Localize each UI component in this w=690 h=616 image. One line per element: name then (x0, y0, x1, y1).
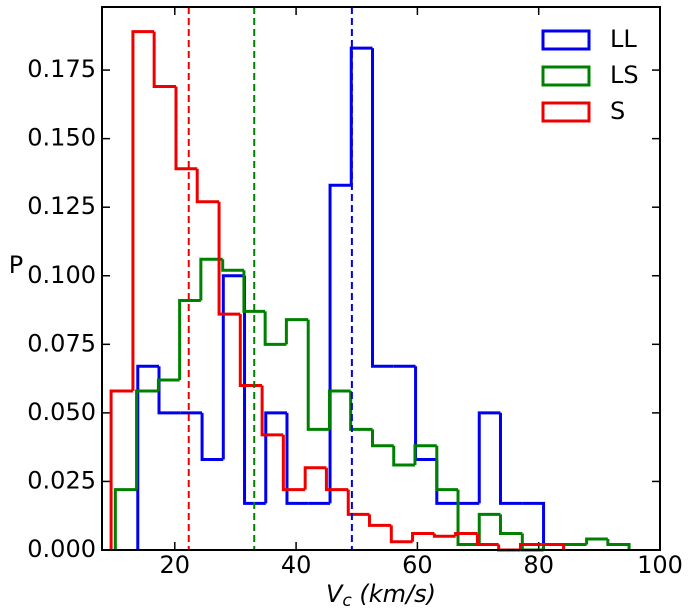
histogram-step (327, 389, 351, 430)
histogram-step (371, 429, 394, 448)
x-label-unit: (km/s) (352, 580, 436, 608)
x-label-main: V (326, 580, 344, 608)
x-tick-label: 60 (402, 551, 433, 579)
histogram-step (306, 319, 330, 431)
histogram-step (281, 434, 306, 492)
histogram-step (243, 275, 266, 505)
histogram-step (519, 543, 542, 550)
histogram-step (195, 168, 220, 204)
histogram-step (152, 31, 176, 89)
histogram-step (113, 488, 137, 550)
y-tick-label: 0.175 (27, 55, 96, 83)
histogram-step (392, 445, 415, 467)
y-tick-label: 0.050 (27, 398, 96, 426)
histogram-step (221, 259, 244, 272)
histogram-step (498, 412, 523, 505)
histogram-step (432, 533, 456, 538)
x-label-sub: c (342, 591, 352, 611)
histogram-step (435, 459, 459, 505)
histogram-step (242, 270, 266, 313)
histogram-step (217, 201, 241, 316)
histogram-step (477, 411, 501, 504)
legend-label: LS (610, 61, 639, 89)
histogram-step (157, 366, 181, 415)
histogram-step (221, 274, 245, 460)
histogram-step (367, 514, 392, 527)
y-tick-label: 0.125 (27, 192, 96, 220)
x-tick-label: 80 (523, 551, 554, 579)
y-tick-label: 0.100 (27, 261, 96, 289)
histogram-step (477, 512, 501, 545)
y-tick-label: 0.000 (27, 535, 96, 563)
y-tick-label: 0.075 (27, 329, 96, 357)
x-tick-label: 20 (160, 551, 191, 579)
histogram-step (541, 543, 566, 550)
histogram-step (413, 444, 437, 465)
histogram-step (199, 257, 223, 301)
histogram-step (346, 489, 370, 516)
histogram-step (131, 30, 155, 391)
histogram-step (284, 318, 309, 345)
histogram-step (371, 48, 394, 368)
histogram-step (498, 514, 523, 536)
legend-swatch (541, 65, 591, 87)
histogram-step (435, 445, 459, 492)
y-tick-label: 0.150 (27, 124, 96, 152)
histogram-step (520, 533, 544, 552)
legend-swatch (541, 29, 591, 51)
histogram-step (475, 533, 499, 547)
histogram-step (324, 467, 349, 492)
legend-swatch (541, 101, 591, 123)
histogram-step (585, 537, 608, 545)
histogram-step (328, 183, 352, 504)
histogram-step (174, 86, 198, 171)
histogram-step (260, 385, 284, 437)
histogram-step (456, 489, 480, 547)
histogram-step (109, 389, 133, 550)
histogram-step (389, 525, 413, 544)
histogram-step (264, 411, 287, 504)
histogram-step (200, 412, 224, 461)
x-tick-label: 40 (281, 551, 312, 579)
histogram-step (285, 412, 309, 505)
histogram-step (303, 466, 327, 490)
histogram-step (606, 539, 631, 550)
histogram-step (135, 389, 159, 490)
histogram-step (136, 364, 160, 550)
histogram-step (178, 298, 201, 380)
histogram-step (349, 46, 373, 186)
legend-label: S (610, 97, 625, 125)
histogram-step (156, 378, 180, 391)
y-axis-label: P (9, 251, 23, 279)
y-tick-label: 0.025 (27, 466, 96, 494)
histogram-step (263, 311, 287, 346)
x-axis-label: Vc (km/s) (326, 580, 436, 611)
plot-frame (101, 6, 661, 551)
legend-label: LL (610, 25, 637, 53)
histogram-step (349, 390, 373, 431)
x-tick-label: 100 (637, 551, 683, 579)
histogram-step (411, 532, 435, 542)
histogram-step (454, 532, 478, 537)
histogram-step (522, 501, 546, 550)
